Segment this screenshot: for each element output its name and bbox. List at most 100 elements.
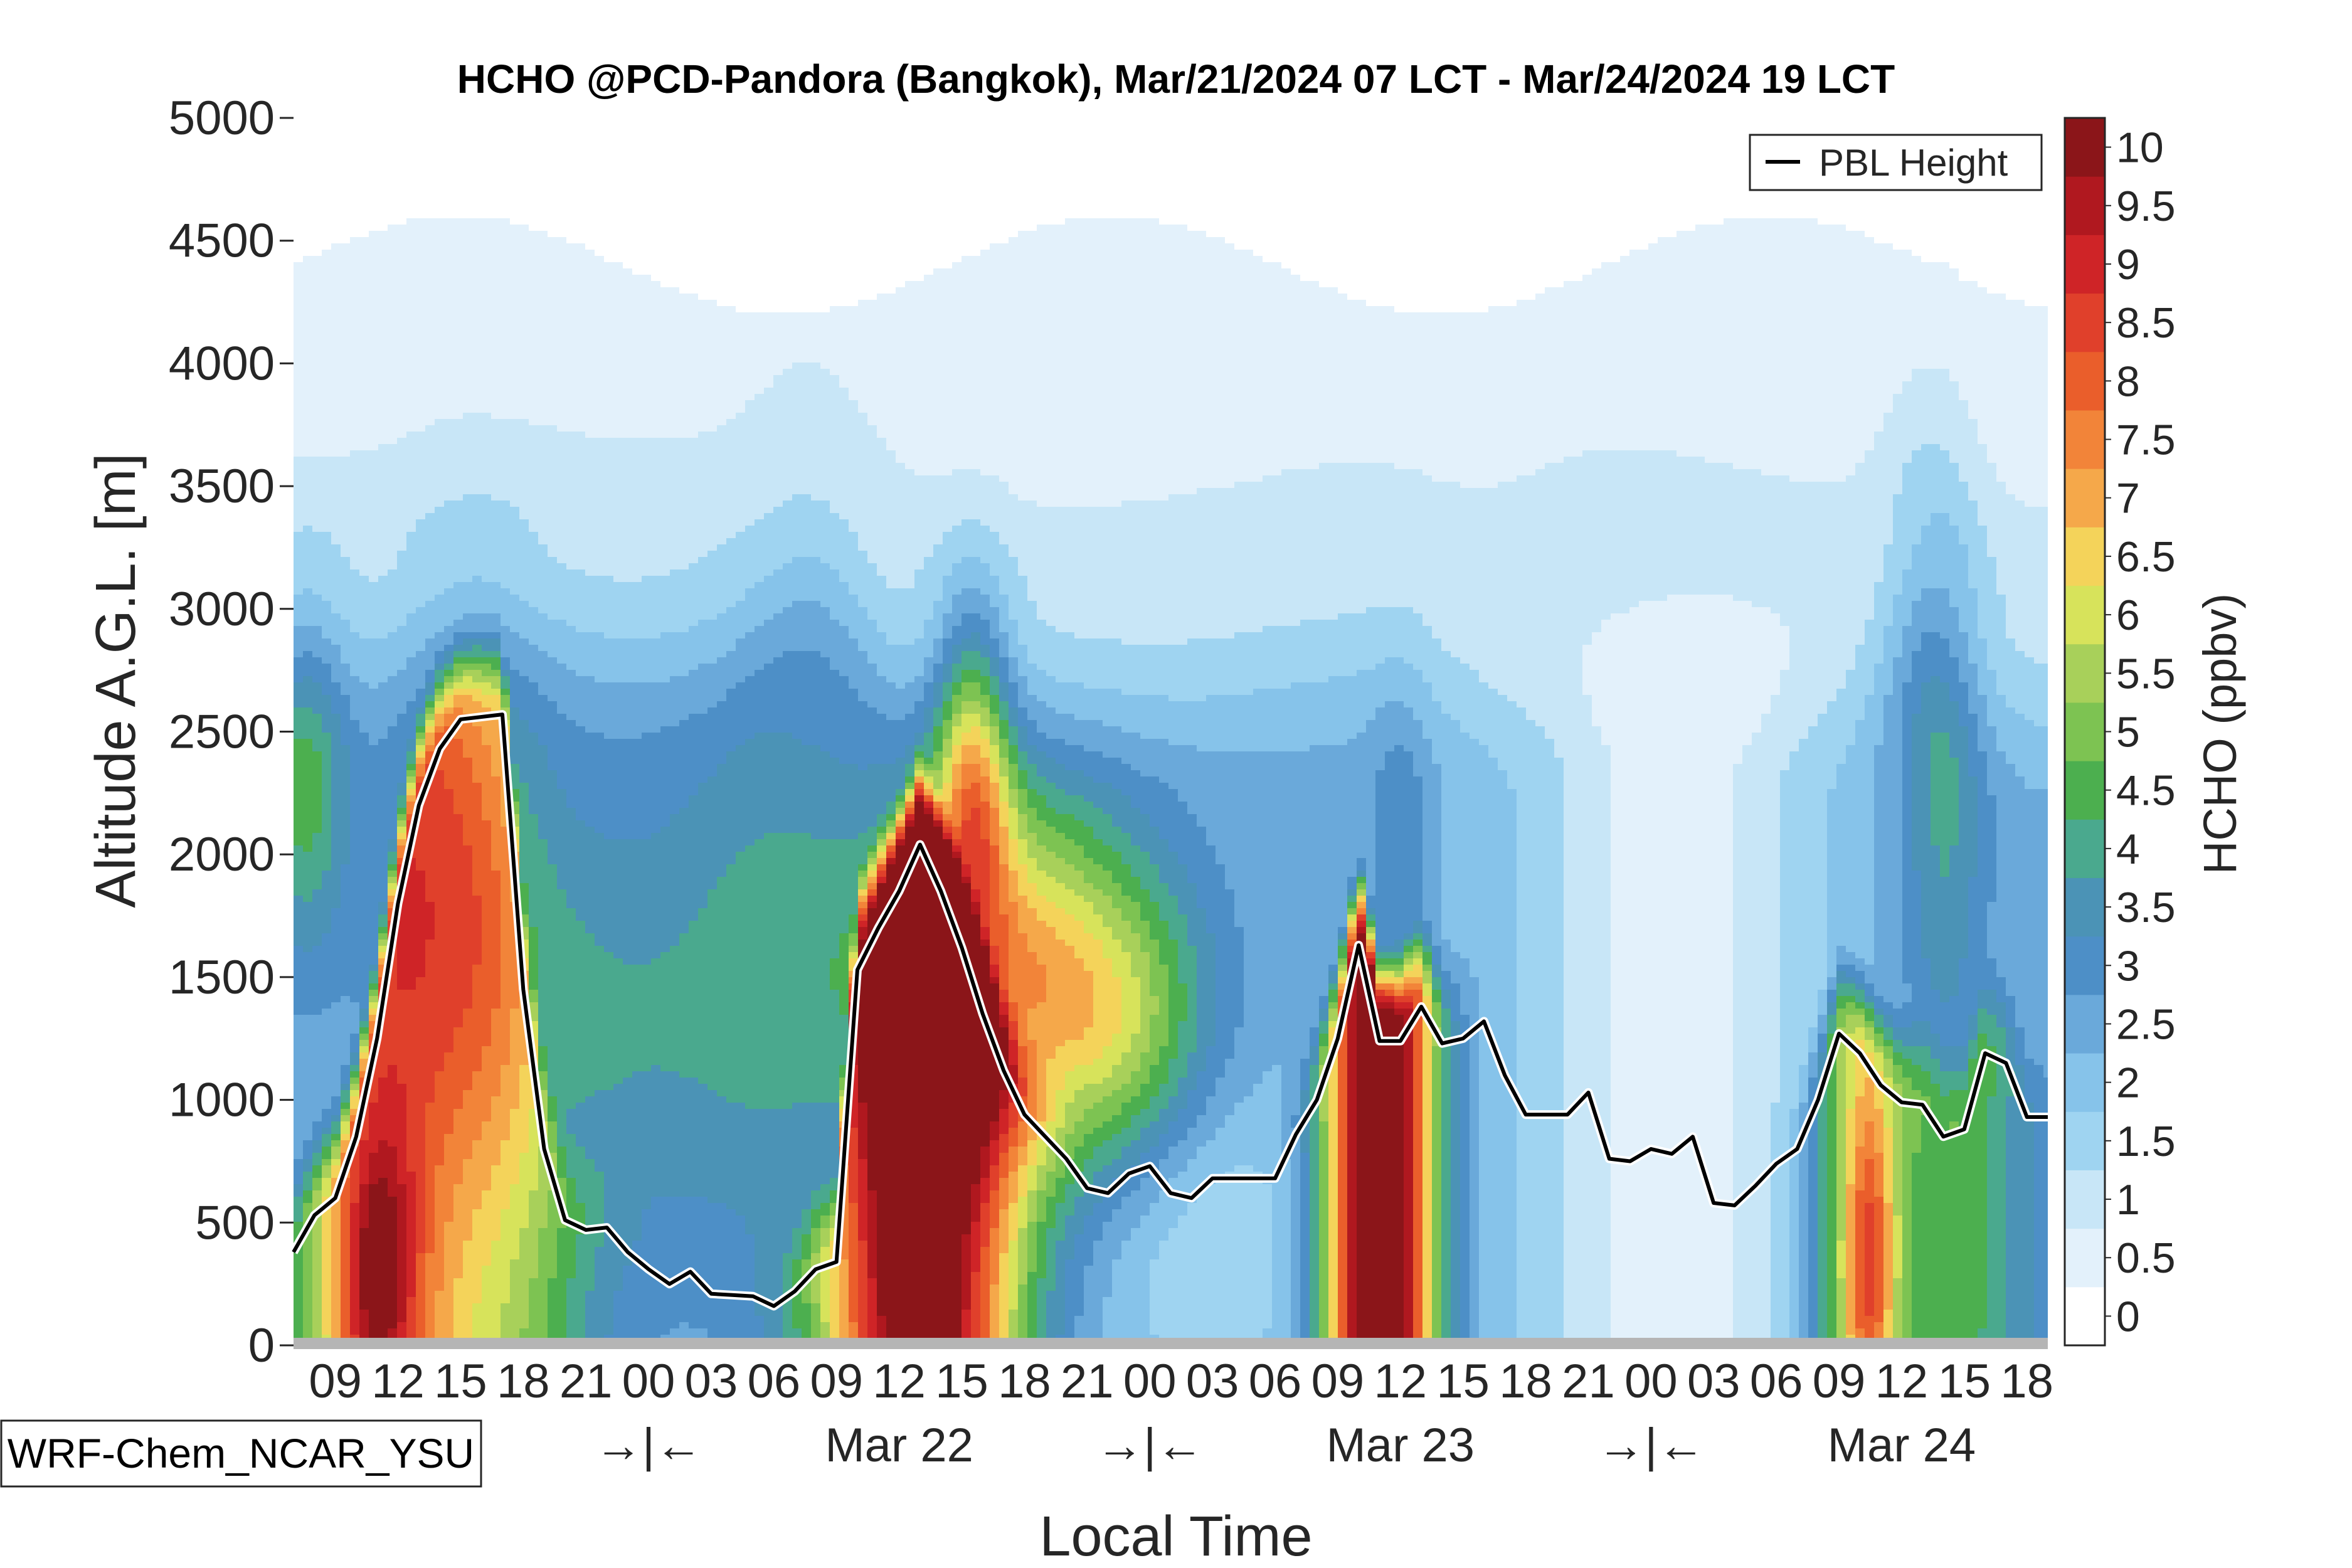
contour-cell (914, 745, 924, 752)
contour-cell (1846, 745, 1856, 953)
contour-cell (867, 1190, 877, 1279)
contour-cell (444, 1222, 454, 1346)
contour-cell (341, 695, 351, 746)
contour-cell (1865, 1203, 1875, 1316)
contour-cell (1394, 983, 1404, 990)
contour-cell (820, 563, 830, 608)
contour-cell (1479, 745, 1489, 1346)
contour-cell (971, 632, 981, 652)
contour-cell (1103, 1096, 1113, 1122)
contour-cell (491, 1096, 501, 1166)
contour-cell (1121, 896, 1131, 921)
contour-cell (1366, 965, 1376, 1346)
contour-cell (689, 438, 699, 564)
contour-cell (1432, 1046, 1442, 1346)
contour-cell (1121, 764, 1131, 796)
contour-cell (294, 946, 304, 1015)
contour-cell (1328, 971, 1338, 984)
contour-cell (1978, 638, 1988, 696)
contour-cell (943, 268, 953, 476)
contour-cell (1695, 595, 1705, 1346)
contour-cell (1968, 776, 1978, 877)
contour-cell (886, 820, 896, 827)
contour-cell (623, 839, 633, 965)
contour-cell (406, 764, 416, 771)
contour-cell (519, 1065, 529, 1153)
contour-cell (924, 707, 934, 733)
contour-cell (1009, 789, 1019, 808)
contour-cell (369, 1009, 379, 1015)
contour-cell (1197, 1071, 1207, 1116)
contour-cell (1573, 118, 1583, 282)
contour-cell (369, 990, 379, 997)
contour-cell (359, 1140, 369, 1185)
contour-cell (425, 902, 435, 940)
contour-cell (341, 1065, 351, 1084)
contour-cell (1441, 971, 1451, 990)
contour-cell (971, 118, 981, 257)
contour-cell (359, 1021, 369, 1028)
contour-cell (416, 764, 426, 777)
contour-cell (548, 1278, 558, 1346)
contour-cell (1978, 526, 1988, 639)
contour-cell (378, 946, 388, 953)
contour-cell (1093, 1084, 1103, 1103)
contour-cell (1517, 118, 1527, 300)
contour-cell (1836, 1027, 1846, 1241)
contour-cell (1074, 845, 1084, 871)
contour-cell (924, 275, 934, 476)
colorbar-tick-label: 2 (2116, 1059, 2140, 1107)
contour-cell (1874, 745, 1884, 997)
contour-cell (1093, 1059, 1103, 1084)
contour-cell (1808, 1027, 1818, 1053)
contour-cell (1883, 1015, 1894, 1028)
contour-cell (1018, 814, 1028, 840)
contour-cell (1121, 733, 1131, 765)
contour-cell (886, 802, 896, 815)
contour-cell (1479, 312, 1489, 489)
contour-cell (1018, 676, 1028, 708)
contour-cell (1103, 845, 1113, 871)
contour-cell (1940, 369, 1950, 451)
contour-cell (2025, 1059, 2035, 1103)
contour-cell (980, 1247, 990, 1342)
contour-cell (406, 776, 416, 783)
contour-cell (482, 1121, 492, 1191)
contour-cell (1413, 952, 1423, 959)
contour-cell (303, 739, 313, 852)
contour-cell (576, 632, 586, 677)
y-tick-label: 4000 (169, 337, 275, 390)
contour-cell (1027, 808, 1037, 834)
contour-cell (679, 808, 689, 934)
y-tick-label: 3500 (169, 460, 275, 513)
contour-cell (1263, 118, 1273, 263)
contour-cell (453, 695, 464, 708)
contour-cell (1394, 1002, 1404, 1009)
contour-cell (980, 802, 990, 840)
contour-cell (1131, 1115, 1141, 1141)
x-tick-label: 21 (1562, 1355, 1615, 1408)
contour-cell (1112, 1090, 1122, 1116)
contour-cell (914, 783, 924, 790)
contour-cell (943, 576, 953, 614)
contour-cell (1902, 626, 1912, 683)
contour-cell (1874, 1009, 1884, 1015)
contour-cell (416, 726, 426, 733)
contour-cell (1018, 839, 1028, 865)
contour-cell (632, 638, 642, 683)
contour-cell (1902, 250, 1912, 382)
contour-cell (1902, 682, 1912, 984)
contour-cell (1187, 118, 1197, 231)
contour-cell (999, 595, 1009, 633)
contour-cell (773, 657, 783, 733)
contour-cell (1394, 469, 1404, 608)
contour-cell (388, 889, 398, 896)
contour-cell (2025, 306, 2035, 507)
contour-cell (764, 733, 774, 834)
contour-cell (378, 638, 388, 683)
contour-cell (1338, 118, 1348, 294)
contour-cell (1046, 1291, 1056, 1346)
contour-cell (689, 670, 699, 714)
contour-cell (1046, 676, 1056, 708)
contour-cell (1037, 776, 1047, 796)
